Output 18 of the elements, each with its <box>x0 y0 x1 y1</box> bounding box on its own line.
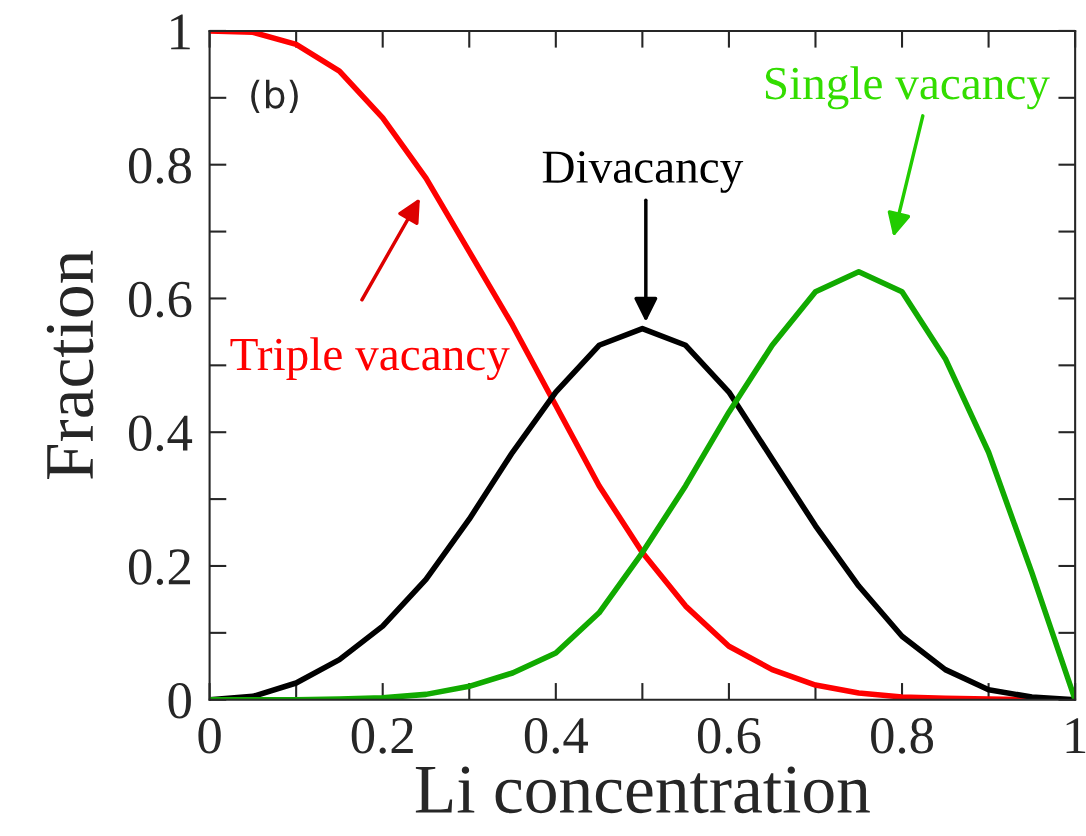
y-tick-label: 0.8 <box>128 147 191 184</box>
y-tick-label: 0 <box>168 682 191 719</box>
y-tick-label: 1 <box>171 14 190 50</box>
y-tick-label: 0.4 <box>128 415 193 452</box>
x-tick-label: 0 <box>198 717 221 754</box>
x-axis-title: Li concentration <box>415 766 870 814</box>
annotation: Single vacancy <box>765 66 1050 110</box>
annotation: Divacancy <box>542 151 744 193</box>
x-tick-label: 1 <box>1066 718 1086 754</box>
x-tick-label: 0.4 <box>524 717 588 754</box>
y-axis-title: Fraction <box>46 250 94 480</box>
y-tick-label: 0.2 <box>128 549 191 586</box>
x-tick-label: 0.8 <box>871 717 934 754</box>
y-tick-label: 0.6 <box>128 281 192 318</box>
x-tick-label: 0.2 <box>351 717 413 754</box>
x-tick-label: 0.6 <box>697 717 761 754</box>
annotation: (b) <box>251 79 298 114</box>
annotation: Triple vacancy <box>230 337 510 381</box>
